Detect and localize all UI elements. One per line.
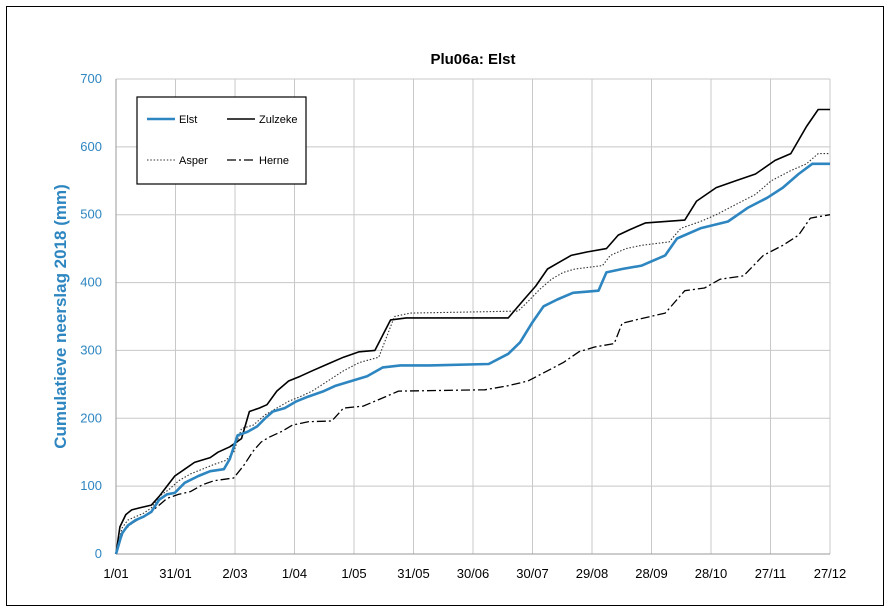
x-tick-label: 1/05 xyxy=(341,566,366,581)
x-tick-label: 1/01 xyxy=(103,566,128,581)
y-tick-label: 500 xyxy=(80,207,102,222)
y-tick-label: 0 xyxy=(95,546,102,561)
cumulative-rainfall-chart: Plu06a: Elst 0 100 200 300 400 500 600 700 1/01… xyxy=(51,51,846,581)
legend-label-zulzeke: Zulzeke xyxy=(259,114,298,126)
x-tick-label: 27/12 xyxy=(814,566,847,581)
y-axis-ticks: 0 100 200 300 400 500 600 700 xyxy=(80,71,102,561)
x-tick-label: 30/07 xyxy=(516,566,549,581)
series-line-elst xyxy=(114,162,830,555)
y-tick-label: 100 xyxy=(80,478,102,493)
y-axis-label: Cumulatieve neerslag 2018 (mm) xyxy=(51,184,70,449)
x-tick-label: 31/01 xyxy=(159,566,192,581)
x-axis-ticks: 1/01 31/01 2/03 1/04 1/05 31/05 30/06 30/07 29/0… xyxy=(103,566,846,581)
y-tick-label: 200 xyxy=(80,410,102,425)
legend: Elst Zulzeke Asper Herne xyxy=(136,96,307,185)
x-tick-label: 2/03 xyxy=(222,566,247,581)
legend-label-asper: Asper xyxy=(179,155,208,167)
y-tick-label: 700 xyxy=(80,71,102,86)
legend-box xyxy=(136,96,307,185)
chart-title: Plu06a: Elst xyxy=(430,51,515,68)
x-tick-label: 28/10 xyxy=(695,566,728,581)
x-tick-label: 1/04 xyxy=(282,566,307,581)
series-lines xyxy=(114,108,831,555)
x-tick-label: 29/08 xyxy=(576,566,609,581)
x-tick-label: 28/09 xyxy=(635,566,668,581)
legend-label-herne: Herne xyxy=(259,155,289,167)
series-line-zulzeke xyxy=(115,108,830,555)
series-line-herne xyxy=(115,214,831,555)
x-tick-label: 30/06 xyxy=(457,566,490,581)
series-line-asper xyxy=(115,153,830,555)
y-tick-label: 300 xyxy=(80,342,102,357)
y-tick-label: 400 xyxy=(80,275,102,290)
legend-label-elst: Elst xyxy=(179,114,197,126)
y-tick-label: 600 xyxy=(80,139,102,154)
x-tick-label: 27/11 xyxy=(755,566,787,581)
x-tick-label: 31/05 xyxy=(397,566,430,581)
